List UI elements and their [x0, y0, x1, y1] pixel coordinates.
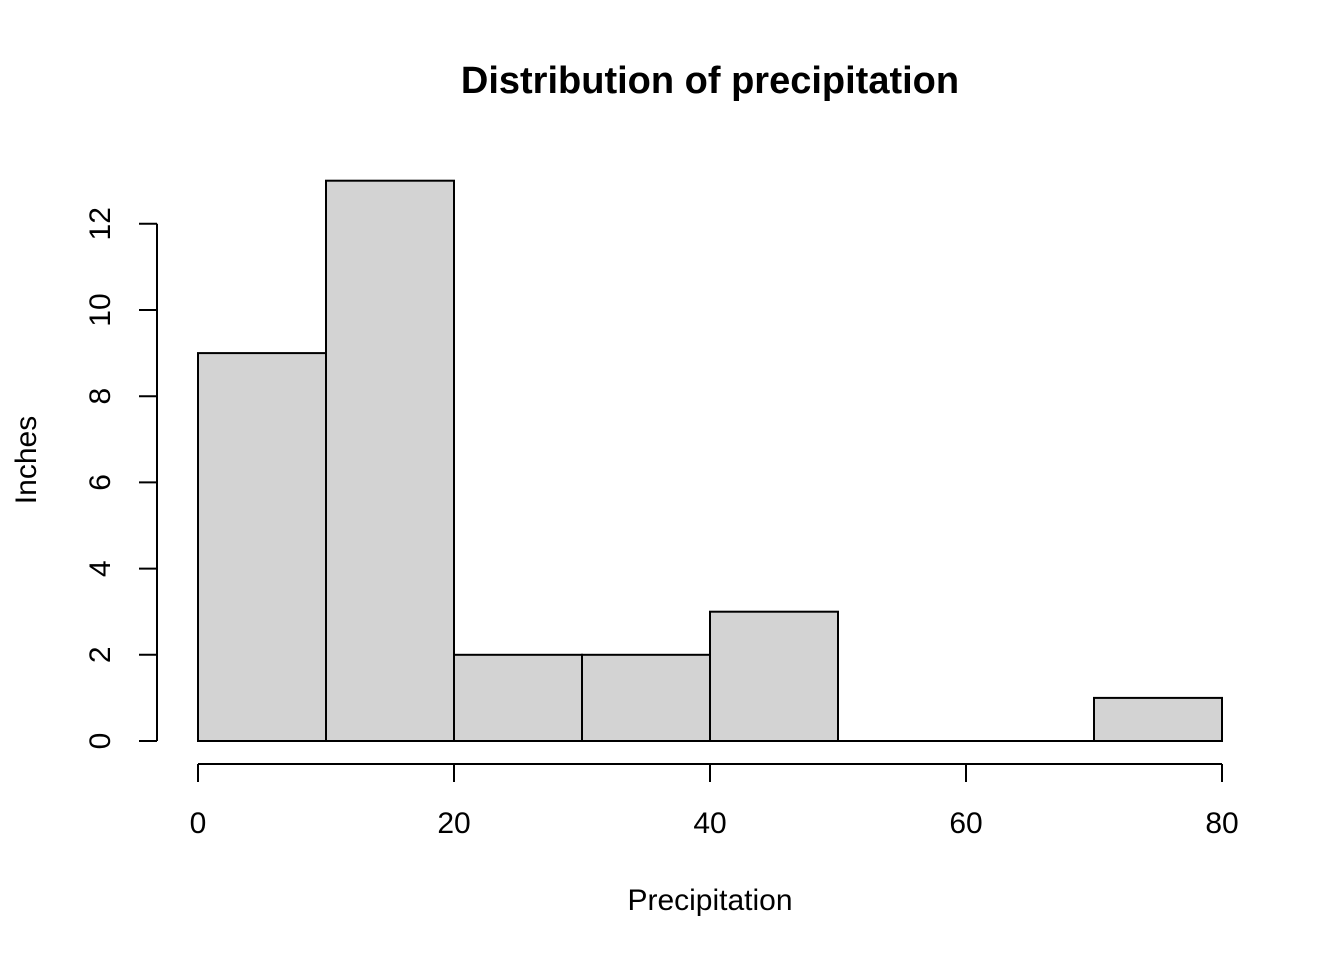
x-axis-label: Precipitation	[627, 884, 792, 917]
y-tick-label-0: 0	[84, 733, 117, 750]
histogram-bar-3	[581, 653, 711, 742]
y-axis-label: Inches	[10, 416, 43, 504]
y-tick-label-6: 12	[84, 207, 117, 240]
x-tick-label-0: 0	[190, 807, 207, 840]
y-tick-label-1: 2	[84, 646, 117, 663]
bars-group	[197, 179, 1223, 743]
y-tick-label-5: 10	[84, 293, 117, 326]
x-tick-label-4: 80	[1205, 807, 1238, 840]
y-tick-label-4: 8	[84, 388, 117, 405]
x-tick-label-2: 40	[693, 807, 726, 840]
histogram-bar-1	[325, 179, 455, 742]
chart-title: Distribution of precipitation	[461, 60, 959, 102]
y-tick-label-2: 4	[84, 560, 117, 577]
histogram-bar-4	[709, 610, 839, 743]
y-tick-label-3: 6	[84, 474, 117, 491]
x-tick-label-3: 60	[949, 807, 982, 840]
histogram-bar-7	[1093, 696, 1223, 743]
histogram-bar-0	[197, 352, 327, 742]
x-axis: 0 20 40 60 80	[190, 763, 1239, 840]
histogram-bar-2	[453, 653, 583, 742]
x-tick-label-1: 20	[437, 807, 470, 840]
y-axis: 0 2 4 6 8 10 12	[84, 207, 158, 750]
